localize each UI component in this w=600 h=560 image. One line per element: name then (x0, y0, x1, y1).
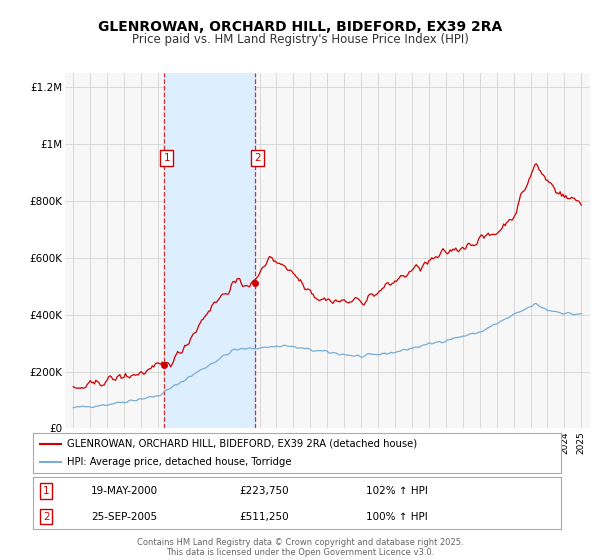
Text: 19-MAY-2000: 19-MAY-2000 (91, 486, 158, 496)
Text: 2: 2 (43, 512, 50, 521)
Text: 1: 1 (164, 153, 170, 163)
Text: GLENROWAN, ORCHARD HILL, BIDEFORD, EX39 2RA (detached house): GLENROWAN, ORCHARD HILL, BIDEFORD, EX39 … (67, 439, 418, 449)
Text: 25-SEP-2005: 25-SEP-2005 (91, 512, 157, 521)
Text: 102% ↑ HPI: 102% ↑ HPI (365, 486, 428, 496)
Text: 100% ↑ HPI: 100% ↑ HPI (365, 512, 427, 521)
Text: 2: 2 (254, 153, 261, 163)
Text: Contains HM Land Registry data © Crown copyright and database right 2025.
This d: Contains HM Land Registry data © Crown c… (137, 538, 463, 557)
Text: 1: 1 (43, 486, 50, 496)
Text: GLENROWAN, ORCHARD HILL, BIDEFORD, EX39 2RA: GLENROWAN, ORCHARD HILL, BIDEFORD, EX39 … (98, 20, 502, 34)
Text: HPI: Average price, detached house, Torridge: HPI: Average price, detached house, Torr… (67, 458, 292, 467)
Bar (164, 73, 255, 428)
Text: £223,750: £223,750 (239, 486, 289, 496)
Text: £511,250: £511,250 (239, 512, 289, 521)
Text: Price paid vs. HM Land Registry's House Price Index (HPI): Price paid vs. HM Land Registry's House … (131, 32, 469, 46)
